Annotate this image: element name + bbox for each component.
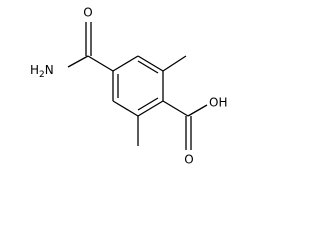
atom-label: O xyxy=(83,6,92,20)
atom-label: 2 xyxy=(39,70,45,80)
structure: O H2N O OH xyxy=(30,6,227,167)
bond xyxy=(112,100,139,117)
bond xyxy=(112,55,139,72)
atom-label: H xyxy=(30,63,39,77)
bond xyxy=(87,55,114,72)
bond xyxy=(162,55,187,72)
atom-label: N xyxy=(45,63,54,77)
atom-label: OH xyxy=(209,96,227,110)
bond xyxy=(137,100,164,117)
bond xyxy=(67,55,89,68)
bond xyxy=(162,100,189,117)
bond xyxy=(187,104,208,117)
page: O H2N O OH (() => { const data = JSON.pa… xyxy=(30,5,228,167)
bond xyxy=(137,97,159,111)
atom-label: H2N xyxy=(30,63,54,80)
bond xyxy=(137,55,164,72)
bonds xyxy=(67,22,208,150)
bond xyxy=(137,60,159,74)
atom-label: O xyxy=(184,153,193,167)
